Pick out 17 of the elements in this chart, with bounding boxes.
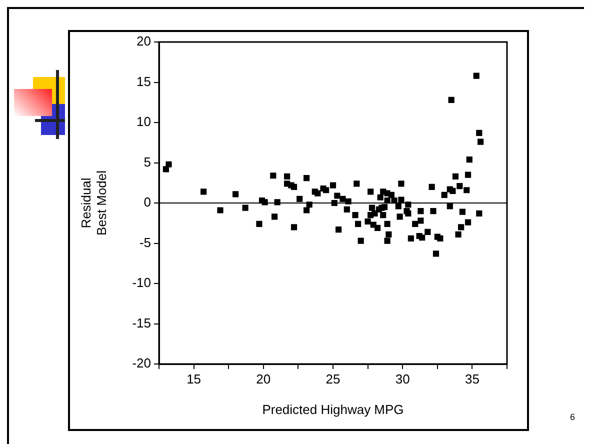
x-tick-label: 35 (464, 371, 480, 386)
y-tick-label: 15 (136, 74, 151, 89)
x-axis-title: Predicted Highway MPG (262, 402, 404, 417)
text: 6 (570, 412, 576, 422)
x-tick-label: 25 (326, 371, 340, 386)
x-tick-label: 30 (395, 371, 410, 386)
y-tick-label: 5 (144, 154, 151, 170)
y-tick-label: 20 (136, 34, 151, 49)
y-tick-label: -15 (132, 315, 151, 330)
x-tick-label: 15 (186, 371, 202, 386)
y-tick-label: 0 (144, 194, 151, 210)
y-axis-title: Residual Best Model (78, 170, 109, 236)
y-tick-label: -5 (139, 234, 151, 250)
y-tick-label: -20 (132, 356, 151, 371)
y-tick-label: -10 (132, 275, 151, 290)
x-tick-label: 20 (256, 371, 271, 386)
y-tick-label: 10 (136, 114, 151, 130)
